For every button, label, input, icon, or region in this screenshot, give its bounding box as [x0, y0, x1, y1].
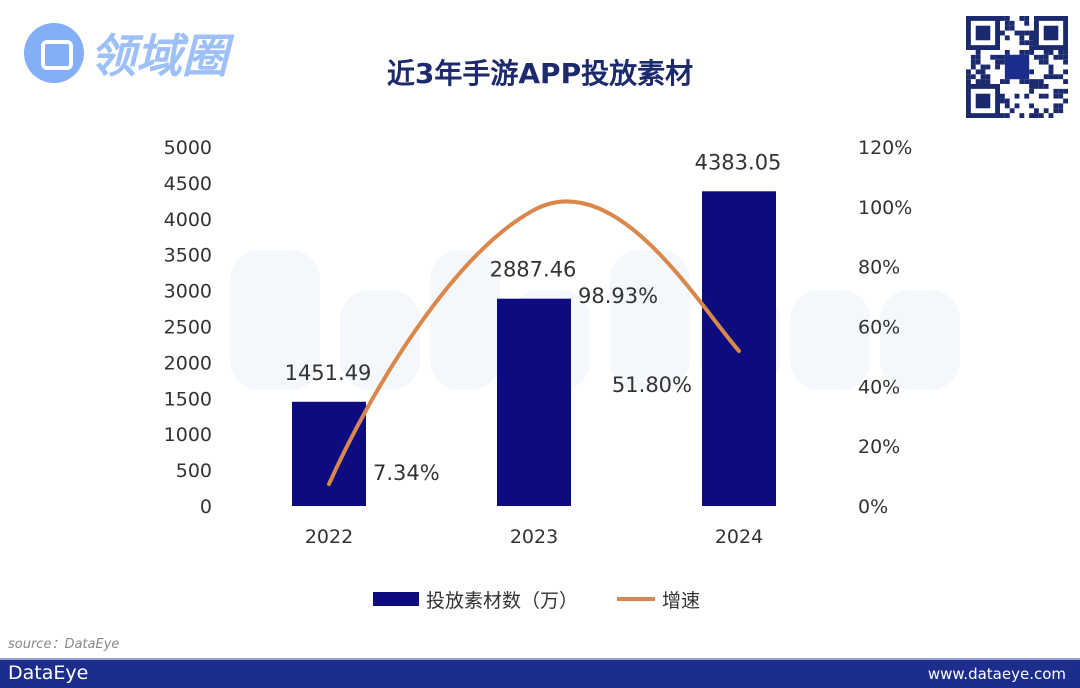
left-tick-label: 5000: [164, 137, 212, 159]
line-data-label: 51.80%: [612, 373, 692, 397]
left-tick-label: 1500: [164, 388, 212, 410]
right-tick-label: 120%: [858, 137, 912, 159]
right-tick-label: 80%: [858, 257, 900, 279]
chart-title: 近3年手游APP投放素材: [386, 57, 694, 90]
watermark-text: 领域圈: [90, 29, 228, 83]
watermark-logo: 领域圈: [24, 20, 228, 86]
background-watermark-shape: [880, 290, 960, 390]
footer-brand: DataEye: [8, 662, 89, 684]
left-tick-label: 2000: [164, 352, 212, 374]
right-tick-label: 60%: [858, 317, 900, 339]
left-tick-label: 4500: [164, 173, 212, 195]
background-watermark-shape: [340, 290, 420, 390]
bar: [292, 401, 366, 506]
line-data-label: 98.93%: [578, 284, 658, 308]
bar: [497, 298, 571, 506]
growth-line: [327, 199, 741, 487]
background-watermark-shape: [790, 290, 870, 390]
background-watermark-shape: [230, 250, 320, 390]
source-note: source：DataEye: [8, 637, 120, 652]
right-tick-label: 0%: [858, 496, 888, 518]
left-tick-label: 500: [176, 460, 212, 482]
legend-line-label: 增速: [662, 590, 700, 612]
x-tick-label: 2022: [305, 526, 353, 548]
legend-bar-swatch: [373, 592, 419, 606]
footer-url[interactable]: www.dataeye.com: [927, 665, 1066, 683]
right-tick-label: 40%: [858, 376, 900, 398]
bar-data-label: 4383.05: [695, 150, 782, 174]
left-tick-label: 1000: [164, 424, 212, 446]
left-tick-label: 3000: [164, 281, 212, 303]
x-tick-label: 2023: [510, 526, 558, 548]
left-tick-label: 4000: [164, 209, 212, 231]
right-tick-label: 20%: [858, 436, 900, 458]
left-tick-label: 2500: [164, 317, 212, 339]
legend-bar-label: 投放素材数（万）: [426, 590, 578, 612]
right-tick-label: 100%: [858, 197, 912, 219]
qr-code: [966, 16, 1068, 118]
footer-bar: DataEye www.dataeye.com: [0, 658, 1080, 688]
line-data-label: 7.34%: [373, 461, 440, 485]
x-tick-label: 2024: [715, 526, 763, 548]
left-tick-label: 0: [200, 496, 212, 518]
background-watermark-shape: [610, 250, 690, 390]
bar-data-label: 2887.46: [490, 258, 577, 282]
left-tick-label: 3500: [164, 245, 212, 267]
logo-icon: [24, 23, 84, 83]
bar-data-label: 1451.49: [285, 361, 372, 385]
